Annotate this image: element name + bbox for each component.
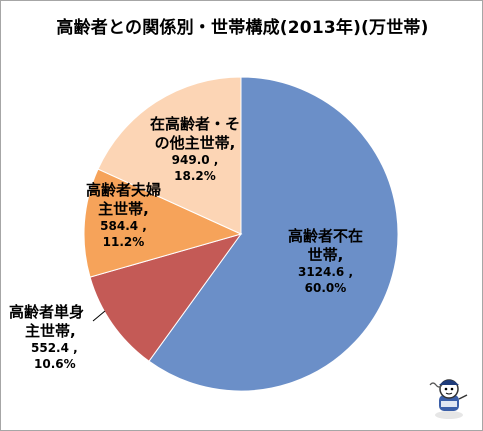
slice-elderly-other	[97, 76, 242, 235]
slice-label-elderly-other: 在高齢者・そ の他主世帯, 949.0 , 18.2%	[141, 115, 249, 184]
slice-value: 3124.6 ,	[297, 265, 354, 280]
slice-value: 949.0 ,	[171, 153, 219, 168]
slice-name-line: 世帯,	[307, 246, 344, 265]
slice-name-line: 主世帯,	[98, 200, 149, 219]
leader-line	[92, 310, 106, 322]
slice-percent: 18.2%	[174, 168, 216, 183]
slice-label-no-elderly: 高齢者不在 世帯, 3124.6 , 60.0%	[263, 227, 388, 296]
chart-title: 高齢者との関係別・世帯構成(2013年)(万世帯)	[56, 18, 429, 38]
slice-label-elderly-single: 高齢者単身 主世帯, 552.4 , 10.6%	[9, 303, 109, 372]
slice-elderly-couple	[83, 168, 243, 278]
slice-name-line: 在高齢者・そ	[149, 115, 240, 133]
slice-name-line: 高齢者不在	[287, 227, 363, 245]
slice-name-line: の他主世帯,	[154, 134, 236, 153]
slice-name-line: 高齢者単身	[9, 303, 85, 321]
slice-percent: 10.6%	[34, 356, 76, 371]
slice-name-line: 主世帯,	[25, 322, 76, 341]
slice-percent: 60.0%	[304, 280, 347, 295]
slice-elderly-single	[89, 233, 243, 362]
slice-percent: 11.2%	[102, 234, 145, 249]
slice-label-elderly-couple: 高齢者夫婦 主世帯, 584.4 , 11.2%	[76, 181, 171, 250]
slice-no-elderly	[148, 76, 399, 392]
slice-name-line: 高齢者夫婦	[85, 181, 161, 199]
slice-value: 584.4 ,	[100, 219, 147, 234]
mascot-icon	[429, 379, 468, 419]
slice-value: 552.4 ,	[31, 341, 78, 356]
